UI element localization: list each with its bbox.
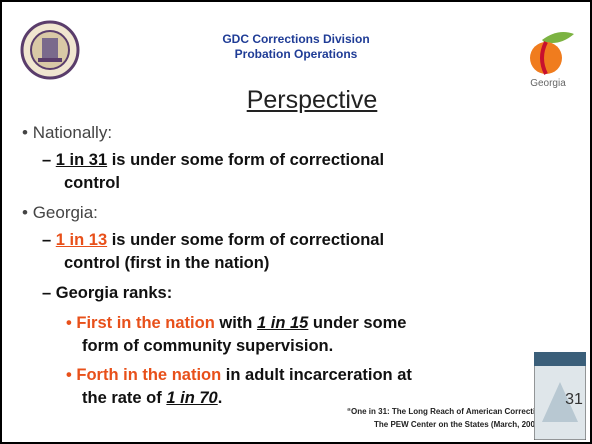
text: the rate of 1 in 70. (82, 389, 222, 408)
bullet: • Georgia: (22, 203, 98, 223)
sub-sub-bullet: • Forth in the nation in adult incarcera… (66, 366, 412, 385)
sub-bullet: – 1 in 31 is under some form of correcti… (42, 151, 384, 170)
bullet-text: Georgia: (33, 203, 98, 222)
sub-bullet: – 1 in 13 is under some form of correcti… (42, 231, 384, 250)
header-line: Probation Operations (2, 47, 590, 61)
emphasis: 1 in 31 (56, 151, 107, 169)
book-cover: 31 (534, 352, 586, 440)
text: Georgia ranks: (56, 284, 172, 302)
bullet-text: Nationally: (33, 123, 112, 142)
header-line: GDC Corrections Division (2, 32, 590, 46)
citation: The PEW Center on the States (March, 200… (374, 420, 542, 429)
text: is under some form of correctional (107, 231, 384, 249)
text: form of community supervision. (82, 337, 333, 356)
citation: “One in 31: The Long Reach of American C… (347, 407, 553, 416)
text: under some (308, 314, 406, 332)
emphasis: 1 in 13 (56, 231, 107, 249)
text: control (first in the nation) (64, 254, 269, 273)
text: in adult incarceration at (221, 366, 412, 384)
emphasis: 1 in 15 (257, 314, 308, 332)
text: is under some form of correctional (107, 151, 384, 169)
slide-title: Perspective (2, 86, 592, 115)
georgia-logo: Georgia (520, 28, 576, 92)
text: control (64, 174, 120, 193)
emphasis: Forth in the nation (76, 366, 221, 384)
emphasis: 1 in 70 (166, 389, 217, 407)
sub-sub-bullet: • First in the nation with 1 in 15 under… (66, 314, 406, 333)
slide: GDC Corrections Division Probation Opera… (0, 0, 592, 444)
sub-bullet: – Georgia ranks: (42, 284, 172, 303)
text: the rate of (82, 389, 166, 407)
emphasis: First in the nation (76, 314, 214, 332)
text: with (215, 314, 257, 332)
book-text: 31 (565, 391, 583, 408)
text: . (218, 389, 223, 407)
bullet: • Nationally: (22, 123, 112, 143)
